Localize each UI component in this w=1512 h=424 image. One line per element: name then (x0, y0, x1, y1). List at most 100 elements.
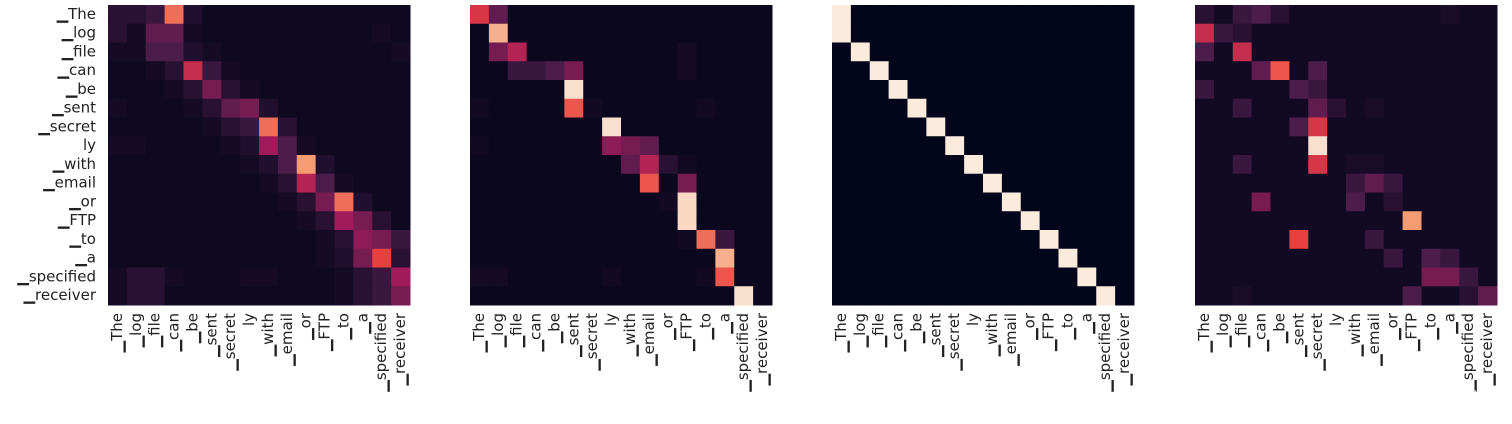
heatmap-cell (240, 192, 260, 212)
heatmap-cell (1327, 42, 1347, 62)
heatmap-cell (658, 192, 679, 212)
heatmap-cell (1020, 80, 1041, 100)
x-tick-label: ly (964, 313, 982, 326)
heatmap-cell (1327, 61, 1347, 81)
heatmap-cell (1327, 192, 1347, 212)
x-tick-label: ▁log (127, 313, 145, 348)
heatmap-cell (621, 248, 641, 268)
heatmap-cell (1020, 211, 1041, 231)
heatmap-cell (869, 42, 890, 62)
heatmap-cell (1195, 230, 1215, 250)
heatmap-cell (639, 23, 660, 43)
heatmap-cell (1115, 98, 1135, 118)
heatmap-cell (164, 61, 184, 81)
heatmap-cell (964, 173, 984, 193)
heatmap-cell (564, 173, 584, 193)
heatmap-cell (734, 42, 754, 62)
heatmap-cell (391, 80, 411, 100)
heatmap-cell (126, 61, 147, 81)
x-tick-label: ▁sent (564, 313, 582, 358)
heatmap-cell (259, 42, 279, 62)
heatmap-cell (353, 136, 373, 156)
heatmap-cell (888, 61, 908, 81)
heatmap-cell (1213, 136, 1234, 156)
heatmap-cell (488, 23, 509, 43)
heatmap-cell (470, 173, 490, 193)
heatmap-cell (1308, 117, 1328, 137)
heatmap-cell (1001, 23, 1022, 43)
heatmap-cell (372, 230, 392, 250)
heatmap-cell (391, 192, 411, 212)
heatmap-cell (1001, 248, 1022, 268)
heatmap-cell (1115, 286, 1135, 306)
x-tick-label: ▁FTP (1403, 313, 1421, 352)
heatmap-cell (639, 136, 660, 156)
heatmap-cell (1440, 23, 1460, 43)
heatmap-cell (202, 23, 222, 43)
heatmap-cell (259, 173, 279, 193)
heatmap-cell (372, 98, 392, 118)
heatmap-cell (1440, 98, 1460, 118)
heatmap-cell (1421, 136, 1441, 156)
x-tick-label: ▁email (278, 313, 296, 367)
heatmap-cell (526, 117, 546, 137)
heatmap-cell (108, 61, 128, 81)
heatmap-cell (296, 42, 317, 62)
heatmap-cell (1402, 98, 1422, 118)
heatmap-cell (1270, 173, 1290, 193)
heatmap-cell (832, 117, 852, 137)
heatmap-cell (296, 248, 317, 268)
heatmap-cell (1270, 117, 1290, 137)
heatmap-cell (1346, 155, 1366, 175)
heatmap-cell (639, 42, 660, 62)
heatmap-cell (696, 286, 716, 306)
heatmap-cell (315, 117, 335, 137)
heatmap-cell (1001, 80, 1022, 100)
heatmap-cell (602, 80, 622, 100)
heatmap-cell (945, 23, 965, 43)
heatmap-cell (696, 98, 716, 118)
x-tick-label: ▁or (1384, 312, 1402, 341)
heatmap-cell (1251, 173, 1271, 193)
heatmap-cell (183, 23, 203, 43)
x-tick-label: ▁FTP (316, 313, 334, 352)
heatmap-cell (1459, 267, 1479, 287)
watermark: @稀土掘金技术社区 (1374, 390, 1500, 406)
heatmap-cell (964, 211, 984, 231)
heatmap-cell (1270, 42, 1290, 62)
heatmap-cell (334, 173, 354, 193)
heatmap-cell (1459, 155, 1479, 175)
heatmap-cell (1001, 286, 1022, 306)
heatmap-cell (1077, 61, 1097, 81)
heatmap-cell (1289, 98, 1309, 118)
heatmap-cell (470, 286, 490, 306)
heatmap-cell (907, 248, 927, 268)
heatmap-cell (240, 230, 260, 250)
heatmap-cell (1058, 117, 1078, 137)
heatmap-cell (183, 173, 203, 193)
heatmap-cell (583, 211, 603, 231)
heatmap-cell (753, 98, 773, 118)
heatmap-cell (488, 230, 509, 250)
heatmap-cell (108, 5, 128, 25)
heatmap-cell (1251, 5, 1271, 25)
heatmap-cell (583, 98, 603, 118)
heatmap-cell (1364, 98, 1385, 118)
heatmap-cell (602, 248, 622, 268)
heatmap-cell (1039, 136, 1059, 156)
heatmap-cell (183, 117, 203, 137)
x-tick-label: ▁log (1214, 313, 1232, 348)
heatmap-cell (202, 117, 222, 137)
heatmap-cell (391, 230, 411, 250)
heatmap-cell (1364, 136, 1385, 156)
heatmap-cell (391, 23, 411, 43)
x-tick-label: ▁with (259, 313, 277, 357)
heatmap-cell (1251, 117, 1271, 137)
heatmap-cell (658, 5, 679, 25)
heatmap-cell (277, 42, 298, 62)
heatmap-cell (583, 286, 603, 306)
heatmap-cell (964, 136, 984, 156)
heatmap-cell (658, 42, 679, 62)
heatmap-cell (677, 192, 697, 212)
heatmap-cell (1195, 267, 1215, 287)
